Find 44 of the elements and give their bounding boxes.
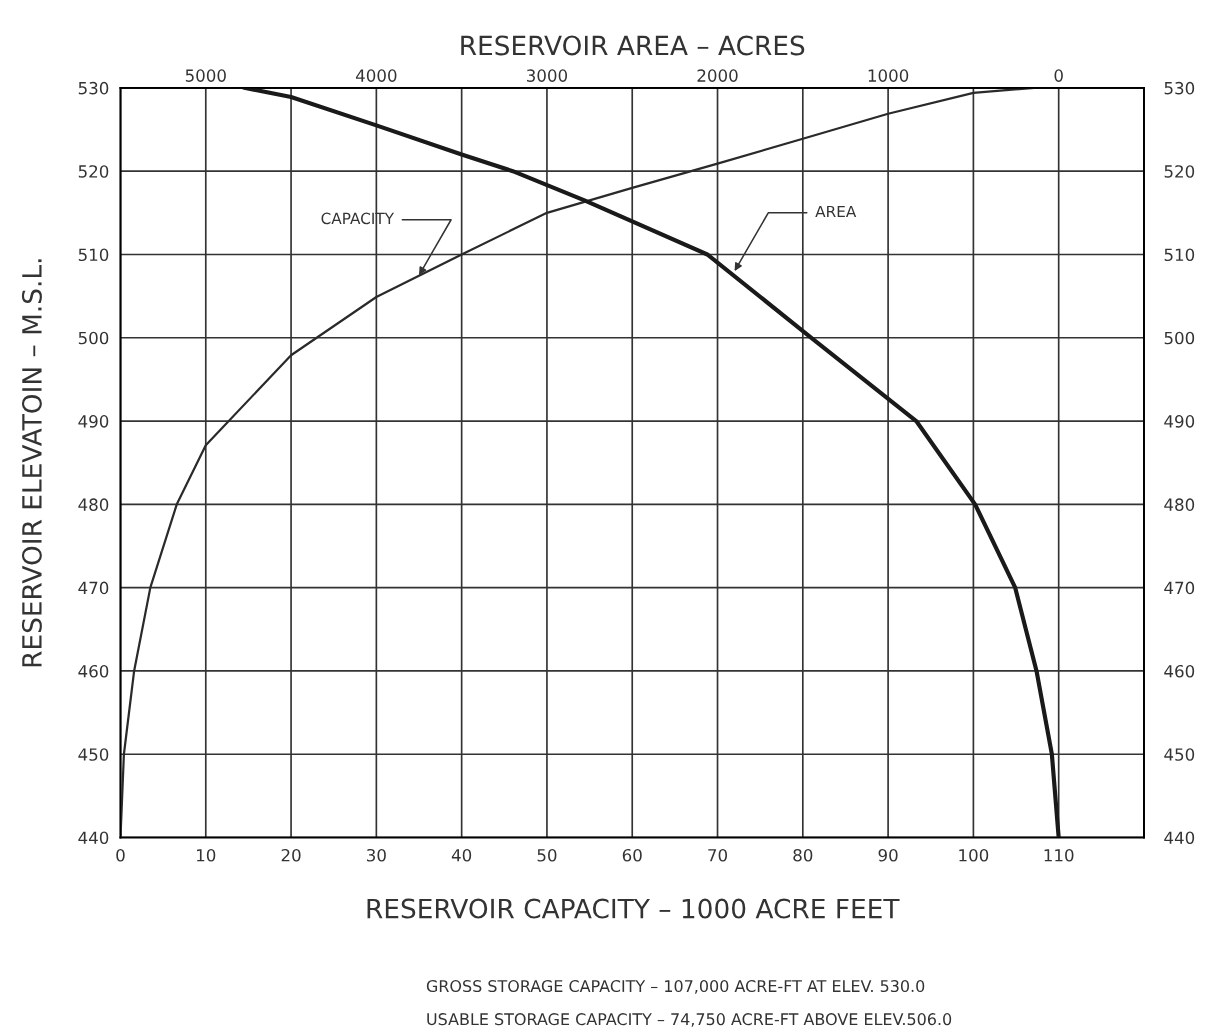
y-tick-label: 490 <box>78 415 109 428</box>
x2-tick-label: 4000 <box>355 69 397 82</box>
x-tick-label: 110 <box>1044 848 1074 862</box>
x-tick-label: 40 <box>451 848 472 862</box>
x2-axis-title: RESERVOIR AREA – ACRES <box>461 35 805 56</box>
x2-tick-label: 5000 <box>185 69 226 82</box>
x2-tick-label: 3000 <box>527 69 568 82</box>
y2-tick-label: 500 <box>1164 331 1195 345</box>
y-tick-label: 460 <box>78 664 109 678</box>
y2-tick-label: 520 <box>1164 165 1195 178</box>
x-tick-label: 90 <box>878 848 898 862</box>
y-tick-label: 480 <box>78 498 109 511</box>
x-tick-label: 60 <box>622 848 642 862</box>
x-tick-label: 0 <box>116 848 125 862</box>
x-tick-label: 20 <box>281 848 301 862</box>
x2-tick-label: 2000 <box>697 69 738 82</box>
y2-tick-label: 440 <box>1164 831 1195 845</box>
y2-tick-label: 460 <box>1164 664 1195 678</box>
x-tick-label: 70 <box>708 848 728 862</box>
y-axis-title: RESERVOIR ELEVATOIN – M.S.L. <box>21 259 42 667</box>
y-tick-label: 530 <box>78 81 109 95</box>
y2-tick-label: 510 <box>1164 248 1195 262</box>
x2-tick-label: 1000 <box>868 69 909 82</box>
y-tick-label: 440 <box>78 831 109 845</box>
x-axis-title: RESERVOIR CAPACITY – 1000 ACRE FEET <box>367 898 900 919</box>
x2-tick-label: 0 <box>1054 69 1063 82</box>
y-tick-label: 470 <box>78 581 109 595</box>
annotation: AREA <box>815 205 857 218</box>
y2-tick-label: 530 <box>1164 81 1195 95</box>
y-tick-label: 500 <box>78 331 109 345</box>
x-tick-label: 10 <box>197 848 216 862</box>
x-tick-label: 30 <box>367 848 386 862</box>
y-tick-label: 510 <box>78 248 109 262</box>
x-tick-label: 100 <box>959 848 989 862</box>
text: USABLE STORAGE CAPACITY – 74,750 ACRE-FT ABOVE ELEV.506.0 <box>427 1013 952 1027</box>
x-tick-label: 80 <box>793 848 813 862</box>
x-tick-label: 50 <box>537 848 557 862</box>
y-tick-label: 520 <box>78 165 109 178</box>
y2-tick-label: 450 <box>1164 748 1195 761</box>
y-tick-label: 450 <box>78 748 109 761</box>
y2-tick-label: 490 <box>1164 415 1195 428</box>
text: GROSS STORAGE CAPACITY – 107,000 ACRE-FT AT ELEV. 530.0 <box>426 980 925 994</box>
y2-tick-label: 480 <box>1164 498 1195 511</box>
y2-tick-label: 470 <box>1164 581 1195 595</box>
